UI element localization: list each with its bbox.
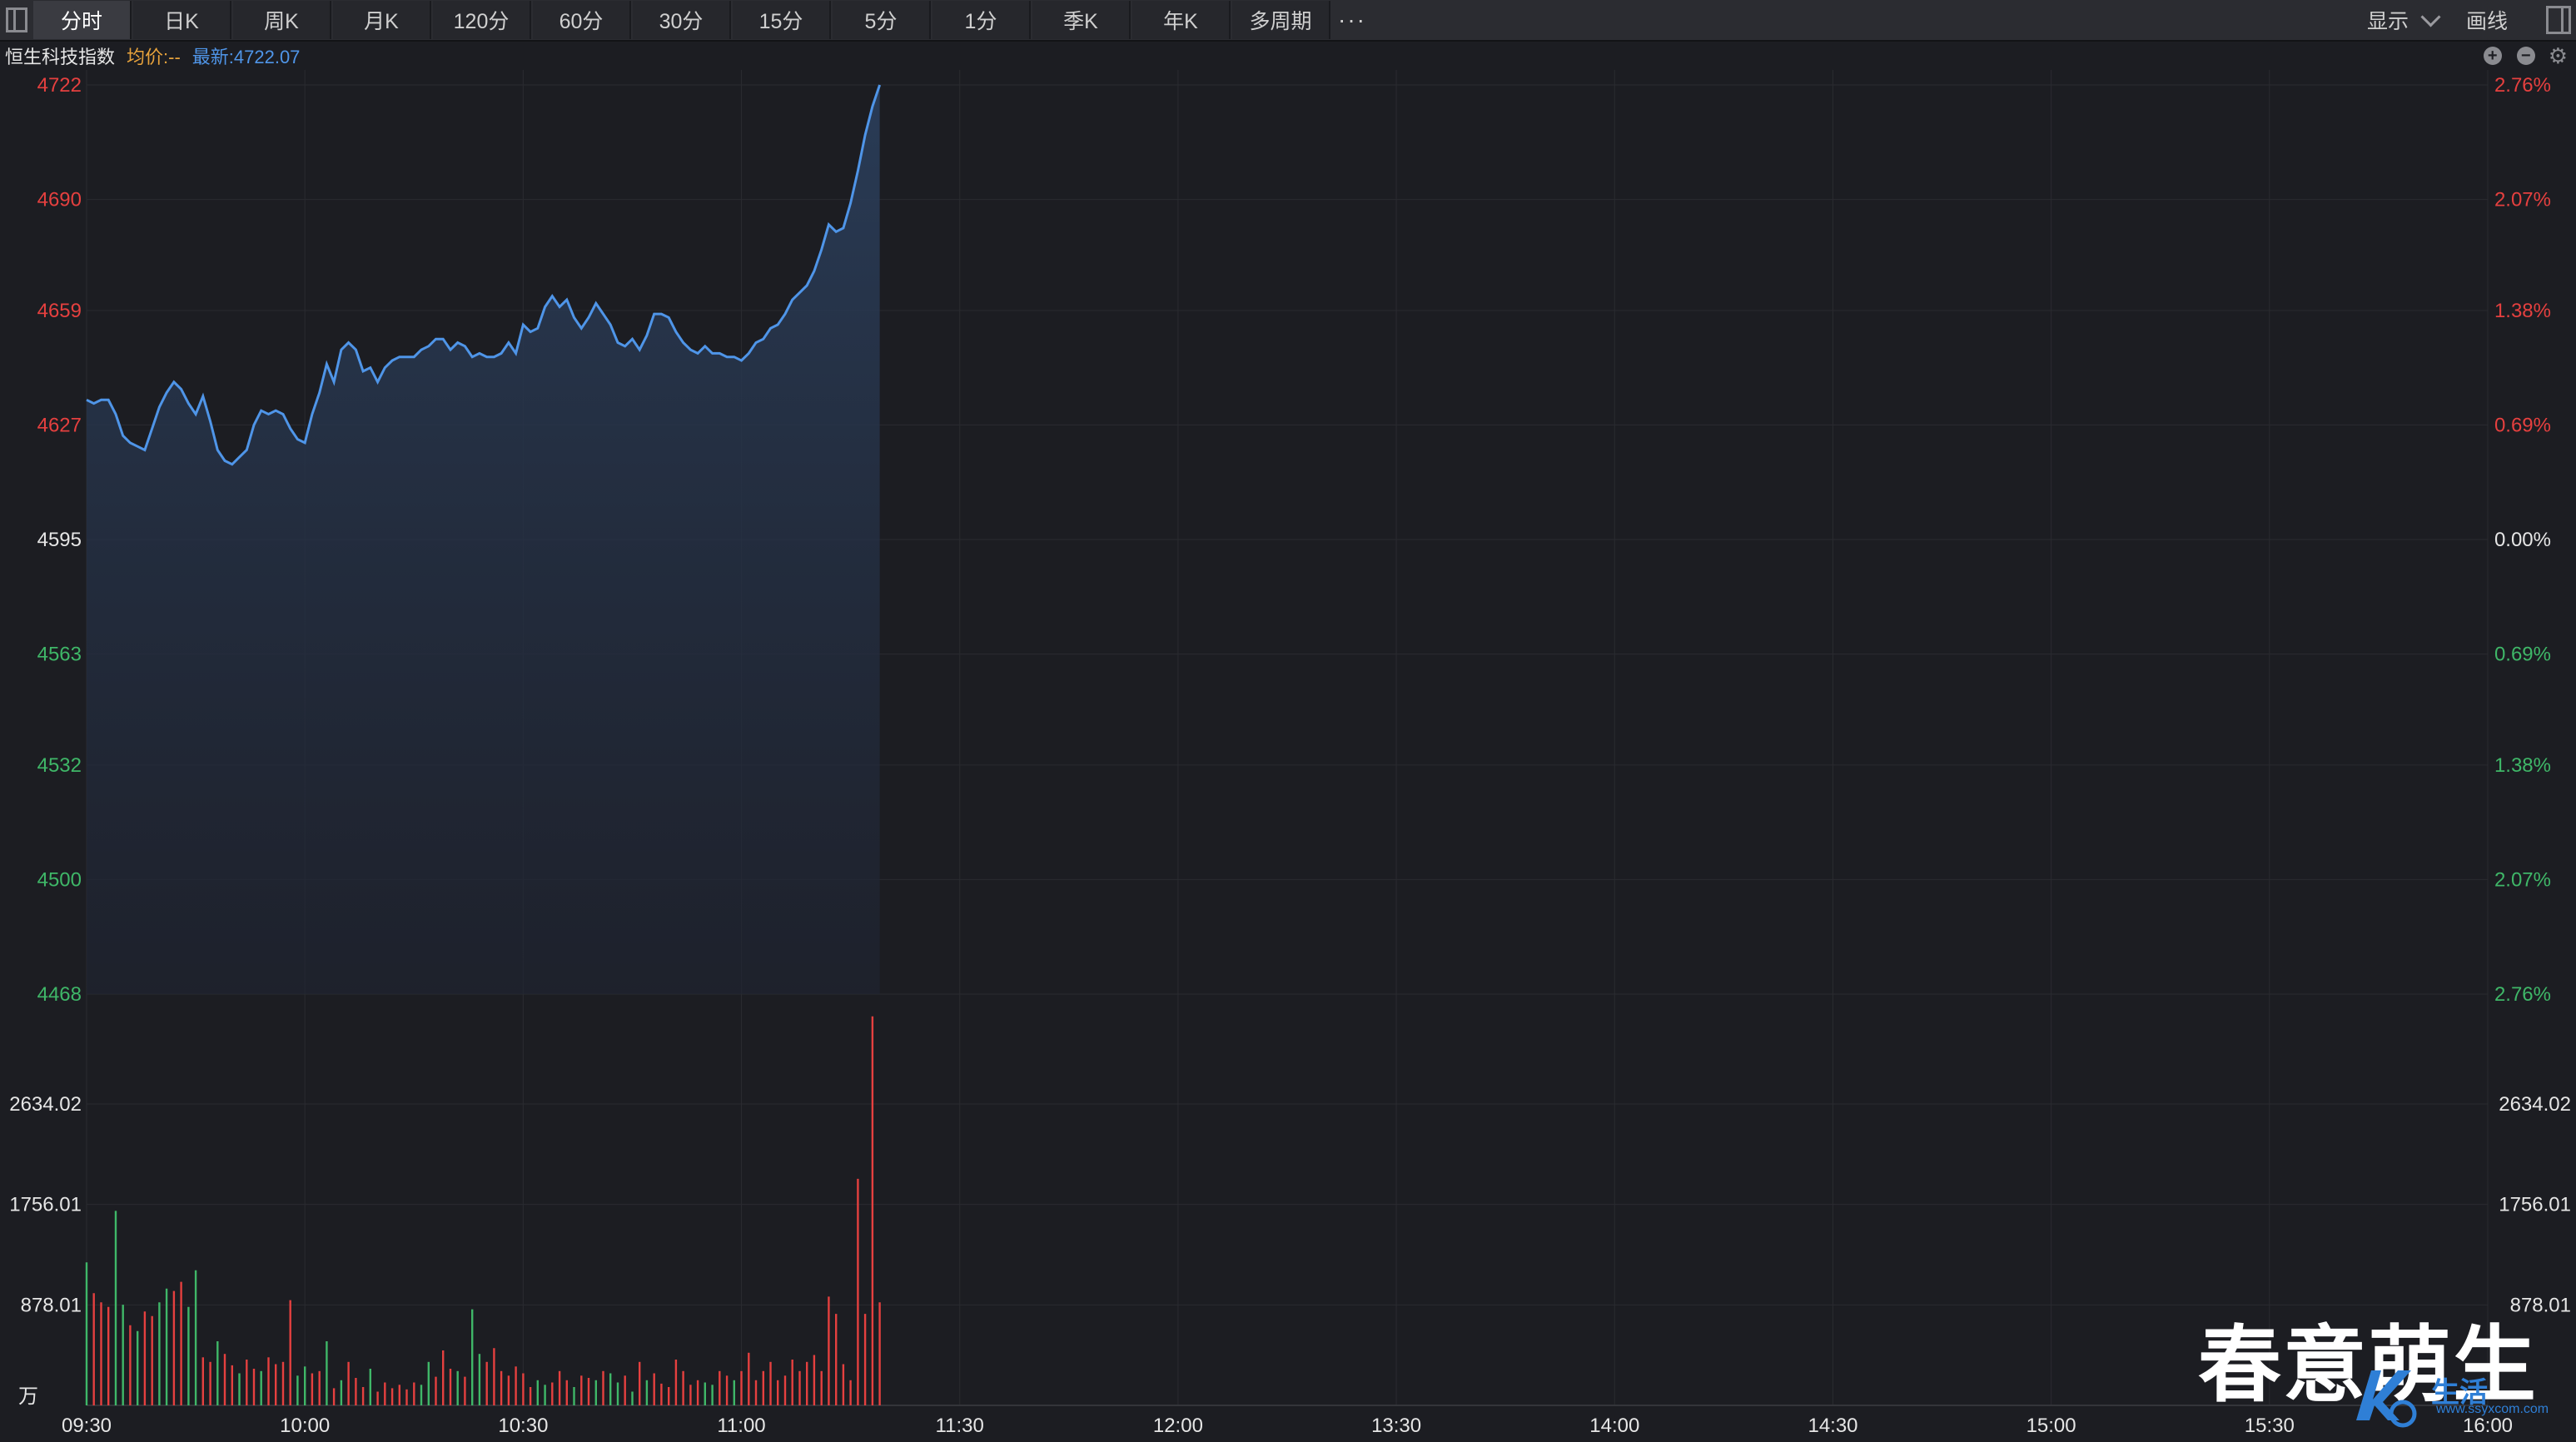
time-tick-label: 15:30: [2245, 1415, 2295, 1437]
percent-tick-label: 0.00%: [2494, 529, 2551, 551]
price-tick-label: 4722: [37, 74, 82, 97]
percent-tick-label: 0.69%: [2494, 414, 2551, 436]
percent-tick-label: 1.38%: [2494, 754, 2551, 777]
volume-tick-label-right: 1756.01: [2499, 1194, 2571, 1216]
tab-7[interactable]: 15分: [733, 1, 831, 39]
percent-tick-label: 2.07%: [2494, 868, 2551, 891]
toolbar-right: 显示 画线: [2367, 0, 2576, 40]
price-area-fill: [87, 85, 880, 994]
price-line: [86, 84, 882, 466]
time-tick-label: 11:00: [717, 1415, 765, 1437]
percent-axis-labels: 2.76% 2.07% 1.38% 0.69% 0.00% 0.69% 1.38% 2.07%…: [2494, 74, 2551, 1006]
price-tick-label: 4627: [37, 414, 82, 436]
settings-gear-icon[interactable]: ⚙: [2548, 42, 2568, 68]
time-tick-label: 16:00: [2463, 1415, 2513, 1437]
display-menu-label[interactable]: 显示: [2366, 10, 2409, 33]
watermark-brand: 生活: [2431, 1377, 2488, 1409]
percent-tick-label: 1.38%: [2494, 300, 2551, 322]
volume-tick-label-left: 878.01: [21, 1294, 82, 1316]
watermark-url: www.ssyxcom.com: [2436, 1402, 2549, 1416]
quote-info-bar: 恒生科技指数 均价:-- 最新:4722.07 + − ⚙: [0, 42, 2576, 70]
time-tick-label: 09:30: [62, 1415, 112, 1437]
percent-tick-label: 2.07%: [2494, 189, 2551, 211]
latest-price: 最新:4722.07: [191, 47, 301, 67]
tab-8[interactable]: 5分: [833, 1, 931, 39]
chart-controls: + − ⚙: [2469, 42, 2568, 70]
period-tabs: 分时 日K 周K 月K 120分 60分 30分 15分 5分 1分 季K 年K 多周期: [33, 1, 1332, 39]
price-tick-label: 4500: [37, 868, 82, 891]
volume-tick-label-left: 1756.01: [9, 1194, 82, 1216]
price-tick-label: 4532: [37, 754, 82, 777]
time-tick-label: 11:30: [936, 1415, 984, 1437]
tab-3[interactable]: 月K: [333, 1, 431, 39]
percent-tick-label: 2.76%: [2494, 983, 2551, 1006]
tab-2[interactable]: 周K: [233, 1, 331, 39]
price-tick-label: 4690: [37, 189, 82, 211]
tab-10[interactable]: 季K: [1032, 1, 1131, 39]
average-price: 均价:--: [127, 47, 181, 67]
volume-tick-label-right: 2634.02: [2499, 1093, 2571, 1116]
volume-grid: [87, 1103, 2488, 1406]
time-tick-label: 15:00: [2026, 1415, 2076, 1437]
index-name: 恒生科技指数: [5, 47, 116, 67]
tab-11[interactable]: 年K: [1132, 1, 1231, 39]
left-panel-toggle-icon[interactable]: [0, 0, 33, 40]
time-tick-label: 12:00: [1153, 1415, 1203, 1437]
period-toolbar: 分时 日K 周K 月K 120分 60分 30分 15分 5分 1分 季K 年K 多周期 ··· 显示 …: [0, 0, 2576, 42]
more-periods-button[interactable]: ···: [1338, 7, 1366, 32]
price-axis-labels: 4722 4690 4659 4627 4595 4563 4532 4500 4468: [37, 74, 82, 1006]
right-panel-toggle-icon[interactable]: [2546, 6, 2571, 34]
tab-5[interactable]: 60分: [533, 1, 631, 39]
price-tick-label: 4468: [37, 983, 82, 1006]
tab-0[interactable]: 分时: [33, 1, 132, 39]
volume-axis-labels: 2634.02 2634.02 1756.01 1756.01 878.01 878.01: [9, 1093, 2571, 1316]
volume-bars: [85, 1016, 881, 1405]
time-tick-label: 10:30: [498, 1415, 548, 1437]
time-tick-label: 10:00: [280, 1415, 330, 1437]
tab-6[interactable]: 30分: [633, 1, 731, 39]
price-tick-label: 4563: [37, 644, 82, 666]
time-tick-label: 13:30: [1371, 1415, 1421, 1437]
zoom-out-icon[interactable]: −: [2516, 47, 2535, 65]
tab-4[interactable]: 120分: [433, 1, 531, 39]
volume-tick-label-right: 878.01: [2510, 1294, 2571, 1316]
zoom-in-icon[interactable]: +: [2483, 47, 2502, 65]
chevron-down-icon[interactable]: [2420, 6, 2441, 27]
volume-unit-label: 万: [18, 1385, 38, 1408]
price-tick-label: 4659: [37, 300, 82, 322]
draw-line-button[interactable]: 画线: [2465, 10, 2508, 33]
intraday-chart[interactable]: 4722 4690 4659 4627 4595 4563 4532 4500 4468 2.7…: [0, 70, 2576, 1442]
volume-tick-label-left: 2634.02: [9, 1093, 82, 1116]
price-tick-label: 4595: [37, 529, 82, 551]
percent-tick-label: 0.69%: [2494, 644, 2551, 666]
time-tick-label: 14:30: [1808, 1415, 1857, 1437]
watermark-logo-icon: [2356, 1370, 2417, 1428]
tab-9[interactable]: 1分: [932, 1, 1031, 39]
time-tick-label: 14:00: [1589, 1415, 1639, 1437]
time-axis-labels: 09:30 10:00 10:30 11:00 11:30 12:00 13:30 14:00…: [62, 1415, 2513, 1437]
percent-tick-label: 2.76%: [2494, 74, 2551, 97]
tab-12[interactable]: 多周期: [1232, 1, 1330, 39]
tab-1[interactable]: 日K: [133, 1, 231, 39]
